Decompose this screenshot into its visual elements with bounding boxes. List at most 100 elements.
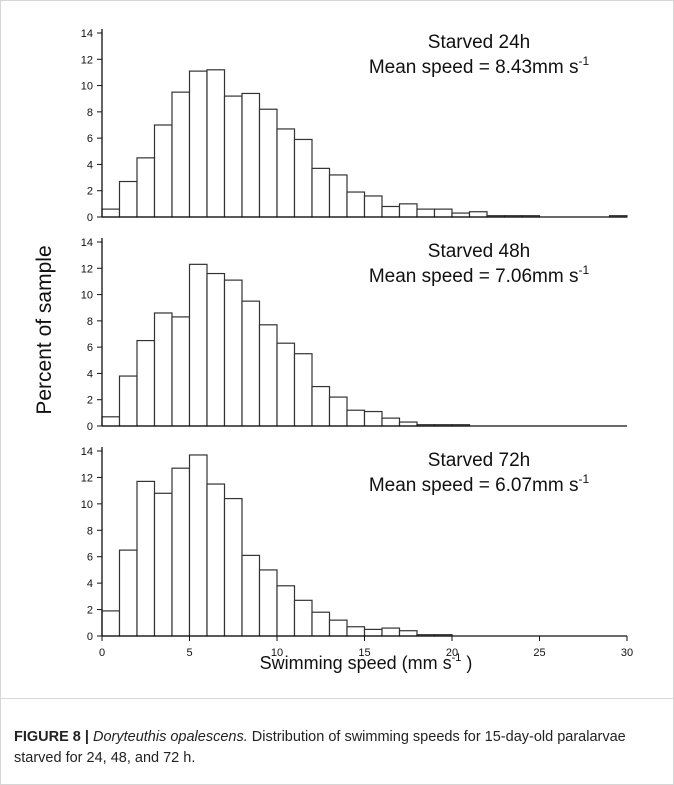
x-tick-label: 25 xyxy=(533,647,545,659)
histogram-bar xyxy=(223,279,243,427)
histogram-bar xyxy=(101,610,121,637)
y-tick-label: 14 xyxy=(81,28,93,40)
histogram-bar xyxy=(346,626,366,637)
annotation-stat-exponent: -1 xyxy=(578,263,589,277)
histogram-bar xyxy=(241,300,261,427)
histogram-bar xyxy=(311,611,331,637)
y-tick-label: 4 xyxy=(87,159,93,171)
panel-annotation-stat: Mean speed = 7.06mm s-1 xyxy=(369,263,590,287)
panel-annotation-stat: Mean speed = 8.43mm s-1 xyxy=(369,54,590,78)
histogram-bar xyxy=(118,549,138,637)
histogram-bar xyxy=(118,375,138,427)
histogram-bar xyxy=(241,92,261,218)
caption-species: Doryteuthis opalescens. xyxy=(93,729,248,745)
histogram-bar xyxy=(153,124,173,218)
y-tick-label: 2 xyxy=(87,395,93,407)
histogram-bar xyxy=(381,627,401,637)
histogram-bar xyxy=(328,619,348,637)
histogram-bar xyxy=(101,416,121,427)
x-axis-label: Swimming speed (mm s-1 ) xyxy=(260,652,473,673)
x-tick-label: 5 xyxy=(186,647,192,659)
annotation-stat-exponent: -1 xyxy=(578,54,589,68)
histogram-bar xyxy=(171,467,191,637)
y-tick-label: 0 xyxy=(87,421,93,433)
histogram-bar xyxy=(223,497,243,637)
y-tick-label: 6 xyxy=(87,552,93,564)
x-tick-label: 20 xyxy=(446,647,458,659)
y-tick-label: 2 xyxy=(87,605,93,617)
histogram-bar xyxy=(276,585,296,637)
y-tick-label: 12 xyxy=(81,263,93,275)
y-tick-label: 2 xyxy=(87,186,93,198)
histogram-bar xyxy=(398,630,418,637)
y-tick-label: 12 xyxy=(81,54,93,66)
x-axis-label-exponent: -1 xyxy=(452,652,462,664)
histogram-bar xyxy=(363,410,383,427)
annotation-stat-exponent: -1 xyxy=(578,472,589,486)
histogram-bar xyxy=(206,483,226,637)
histogram-bar xyxy=(311,167,331,218)
histogram-bar xyxy=(258,324,278,427)
histogram-bar xyxy=(293,599,313,637)
histogram-bar xyxy=(223,95,243,218)
y-tick-label: 10 xyxy=(81,499,93,511)
histogram-bar xyxy=(276,342,296,427)
y-tick-label: 14 xyxy=(81,446,93,458)
histogram-bar xyxy=(206,272,226,427)
histogram-bar xyxy=(276,128,296,218)
y-tick-label: 4 xyxy=(87,578,93,590)
histogram-bar xyxy=(171,91,191,218)
caption-lead: FIGURE 8 | xyxy=(14,729,89,745)
x-axis-label-close: ) xyxy=(461,653,472,673)
y-tick-label: 10 xyxy=(81,81,93,93)
histogram-bar xyxy=(136,339,156,427)
y-axis-label: Percent of sample xyxy=(33,245,56,414)
histogram-bar xyxy=(171,316,191,427)
caption-text: Distribution of swimming speeds for 15-d… xyxy=(14,729,626,766)
histogram-bar xyxy=(136,157,156,218)
histogram-bar xyxy=(258,108,278,218)
y-tick-label: 0 xyxy=(87,212,93,224)
panel-annotation-stat: Mean speed = 6.07mm s-1 xyxy=(369,472,590,496)
y-tick-label: 10 xyxy=(81,290,93,302)
y-tick-label: 6 xyxy=(87,133,93,145)
x-tick-label: 10 xyxy=(271,647,283,659)
histogram-bar xyxy=(416,208,436,218)
histogram-bar xyxy=(241,554,261,637)
histogram-bar xyxy=(293,353,313,427)
histogram-bar xyxy=(188,70,208,218)
panel-annotation-title: Starved 72h xyxy=(428,450,530,471)
histogram-bar xyxy=(258,569,278,637)
x-tick-label: 0 xyxy=(99,647,105,659)
y-tick-label: 8 xyxy=(87,316,93,328)
x-tick-label: 15 xyxy=(358,647,370,659)
histogram-bar xyxy=(346,191,366,218)
histogram-bar xyxy=(328,396,348,427)
panel-annotation-title: Starved 48h xyxy=(428,241,530,262)
y-tick-label: 6 xyxy=(87,342,93,354)
histogram-bar xyxy=(363,195,383,218)
histogram-bar xyxy=(398,203,418,218)
histogram-bar xyxy=(188,263,208,427)
x-tick-label: 30 xyxy=(621,647,633,659)
histogram-bar xyxy=(363,628,383,637)
histogram-bar xyxy=(381,205,401,218)
histogram-bar xyxy=(433,208,453,218)
histogram-bar xyxy=(153,492,173,637)
histogram-bar xyxy=(468,211,488,218)
histogram-bar xyxy=(153,312,173,427)
figure-caption: FIGURE 8 | Doryteuthis opalescens. Distr… xyxy=(14,727,664,769)
histogram-bar xyxy=(328,174,348,218)
histogram-bar xyxy=(101,208,121,218)
histogram-bar xyxy=(206,69,226,218)
panel-annotation-title: Starved 24h xyxy=(428,32,530,53)
histogram-bar xyxy=(381,417,401,427)
y-tick-label: 4 xyxy=(87,368,93,380)
histogram-bar xyxy=(136,480,156,637)
histogram-bar xyxy=(346,409,366,427)
histogram-bar xyxy=(293,138,313,218)
y-tick-label: 14 xyxy=(81,237,93,249)
y-tick-label: 8 xyxy=(87,107,93,119)
histogram-bar xyxy=(311,385,331,427)
